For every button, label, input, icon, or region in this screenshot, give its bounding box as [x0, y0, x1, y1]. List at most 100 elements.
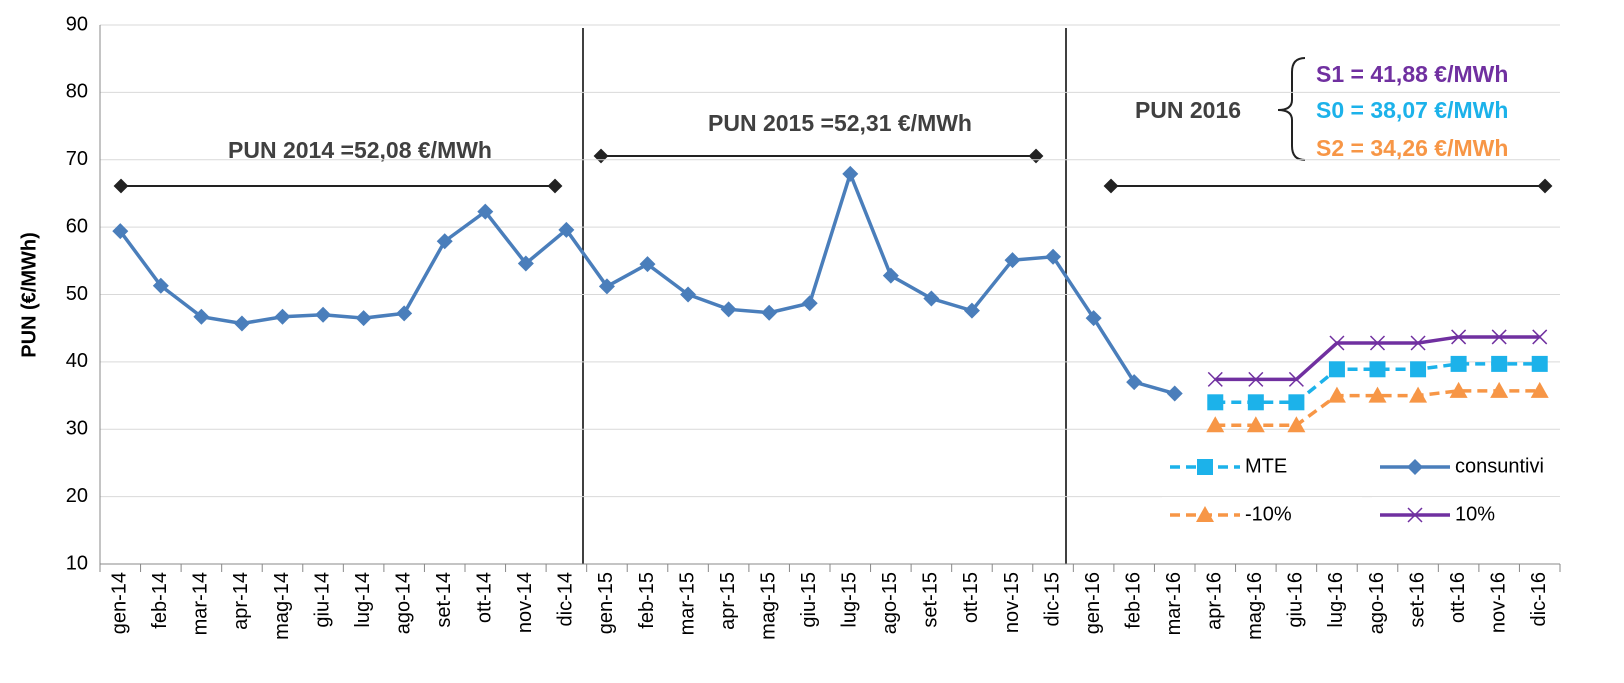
x-tick-label: ott-16: [1447, 572, 1469, 623]
marker: [639, 256, 656, 273]
marker: [1449, 381, 1468, 398]
marker: [1410, 361, 1427, 378]
marker: [1288, 371, 1304, 387]
y-tick-label: 60: [66, 215, 88, 237]
x-tick-label: gen-14: [109, 572, 131, 634]
x-tick-label: dic-16: [1528, 572, 1550, 626]
legend-label: 10%: [1455, 503, 1495, 525]
marker: [963, 302, 980, 319]
x-tick-label: apr-16: [1204, 572, 1226, 630]
marker: [1248, 371, 1264, 387]
marker: [1247, 394, 1264, 411]
x-tick-label: mag-14: [271, 572, 293, 640]
marker: [1045, 248, 1062, 265]
marker: [558, 221, 575, 238]
y-tick-label: 70: [66, 148, 88, 170]
marker: [1409, 386, 1428, 403]
legend-label: consuntivi: [1455, 455, 1544, 477]
x-tick-label: mar-16: [1163, 572, 1185, 635]
annotation: PUN 2016: [1135, 97, 1241, 123]
marker: [1196, 506, 1214, 522]
marker: [1287, 416, 1306, 433]
y-tick-label: 20: [66, 485, 88, 507]
marker: [315, 306, 332, 323]
x-tick-label: lug-16: [1325, 572, 1347, 628]
x-tick-label: feb-14: [149, 572, 171, 629]
annotation: PUN 2014 =52,08 €/MWh: [228, 137, 492, 163]
marker: [274, 308, 291, 325]
y-axis-label: PUN (€/MWh): [18, 232, 40, 358]
x-tick-label: giu-15: [798, 572, 820, 628]
x-tick-label: mar-14: [190, 572, 212, 635]
x-tick-label: mar-15: [676, 572, 698, 635]
label-bg: [180, 135, 550, 169]
marker: [1490, 381, 1509, 398]
period-arrows: [113, 148, 1553, 194]
marker: [1451, 329, 1467, 345]
marker: [1329, 335, 1345, 351]
y-tick-label: 10: [66, 552, 88, 574]
marker: [1004, 252, 1021, 269]
series-line: [118, 168, 1176, 396]
x-tick-label: nov-15: [1001, 572, 1023, 633]
annotation: PUN 2015 =52,31 €/MWh: [708, 110, 972, 136]
marker: [1327, 386, 1346, 403]
marker: [801, 295, 818, 312]
marker: [1532, 329, 1548, 345]
marker: [233, 315, 250, 332]
marker: [1166, 385, 1183, 402]
marker: [112, 223, 129, 240]
x-tick-label: nov-14: [514, 572, 536, 633]
x-tick-label: lug-15: [839, 572, 861, 628]
legend-label: MTE: [1245, 455, 1287, 477]
marker: [193, 308, 210, 325]
series-line: [1215, 389, 1540, 427]
marker: [720, 301, 737, 318]
marker: [598, 278, 615, 295]
x-tick-label: ago-14: [392, 572, 414, 634]
annotation: S0 = 38,07 €/MWh: [1316, 97, 1508, 123]
marker: [680, 286, 697, 303]
marker: [882, 267, 899, 284]
marker: [1085, 310, 1102, 327]
marker: [1530, 381, 1549, 398]
x-tick-label: dic-14: [555, 572, 577, 626]
marker: [842, 165, 859, 182]
marker: [923, 290, 940, 307]
marker: [1207, 394, 1224, 411]
marker: [1328, 361, 1345, 378]
marker: [1126, 374, 1143, 391]
x-tick-label: gen-16: [1082, 572, 1104, 634]
marker: [1197, 459, 1213, 475]
x-tick-label: ago-16: [1366, 572, 1388, 634]
marker: [1206, 416, 1225, 433]
x-tick-label: gen-15: [595, 572, 617, 634]
y-tick-label: 50: [66, 283, 88, 305]
y-tick-label: 90: [66, 13, 88, 35]
marker: [1407, 459, 1423, 475]
x-tick-label: mag-16: [1244, 572, 1266, 640]
y-tick-label: 80: [66, 81, 88, 103]
x-tick-label: ago-15: [879, 572, 901, 634]
marker: [1207, 371, 1223, 387]
x-tick-label: lug-14: [352, 572, 374, 628]
x-tick-label: feb-15: [636, 572, 658, 629]
x-tick-label: ott-14: [474, 572, 496, 623]
marker: [761, 304, 778, 321]
x-tick-label: ott-15: [960, 572, 982, 623]
marker: [1369, 361, 1386, 378]
x-tick-label: giu-14: [311, 572, 333, 628]
marker: [436, 233, 453, 250]
marker: [477, 203, 494, 220]
x-tick-label: set-14: [433, 572, 455, 628]
marker: [1450, 355, 1467, 372]
x-tick-label: apr-14: [230, 572, 252, 630]
marker: [1491, 329, 1507, 345]
x-tick-label: nov-16: [1487, 572, 1509, 633]
marker: [355, 310, 372, 327]
x-tick-label: set-15: [920, 572, 942, 628]
marker: [517, 255, 534, 272]
annotation: S1 = 41,88 €/MWh: [1316, 61, 1508, 87]
marker: [1491, 355, 1508, 372]
